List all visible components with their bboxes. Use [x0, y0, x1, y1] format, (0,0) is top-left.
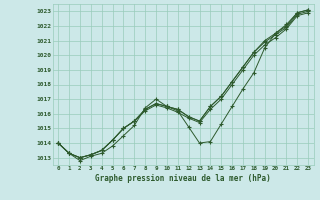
X-axis label: Graphe pression niveau de la mer (hPa): Graphe pression niveau de la mer (hPa) [95, 174, 271, 183]
